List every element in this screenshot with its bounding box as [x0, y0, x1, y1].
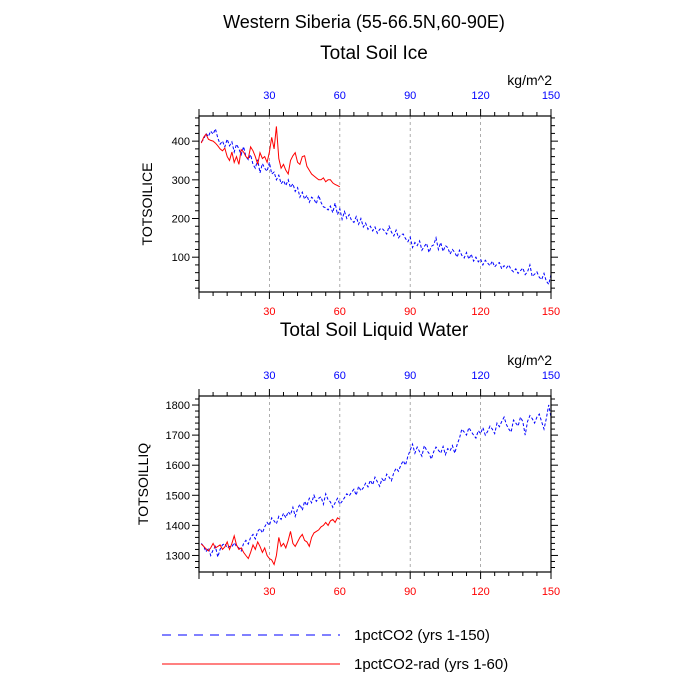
y-tick-label: 1300 — [166, 550, 190, 562]
x-tick-label-bottom: 90 — [404, 586, 416, 598]
series-line-1pctco2 — [200, 127, 552, 286]
legend-entry: 1pctCO2-rad (yrs 1-60) — [162, 656, 508, 673]
y-tick-label: 200 — [172, 214, 190, 226]
y-tick-label: 1600 — [166, 460, 190, 472]
x-tick-label-top: 120 — [471, 370, 489, 382]
legend: 1pctCO2 (yrs 1-150) 1pctCO2-rad (yrs 1-6… — [162, 627, 508, 673]
figure-suptitle: Western Siberia (55-66.5N,60-90E) — [223, 12, 505, 32]
y-tick-label: 300 — [172, 175, 190, 187]
series-line-1pctco2-rad — [200, 517, 341, 566]
x-tick-label-top: 90 — [404, 90, 416, 102]
x-tick-label-top: 60 — [334, 90, 346, 102]
x-tick-label-top: 90 — [404, 370, 416, 382]
series-line-1pctco2-rad — [200, 126, 341, 188]
x-tick-label-bottom: 150 — [542, 306, 560, 318]
units-label: kg/m^2 — [507, 352, 552, 368]
y-tick-label: 1800 — [166, 400, 190, 412]
x-tick-label-bottom: 30 — [263, 586, 275, 598]
x-tick-label-bottom: 150 — [542, 586, 560, 598]
y-tick-label: 1700 — [166, 430, 190, 442]
x-tick-label-bottom: 60 — [334, 586, 346, 598]
x-tick-label-bottom: 120 — [471, 306, 489, 318]
x-tick-label-bottom: 90 — [404, 306, 416, 318]
x-tick-label-bottom: 120 — [471, 586, 489, 598]
units-label: kg/m^2 — [507, 72, 552, 88]
x-tick-label-top: 60 — [334, 370, 346, 382]
axes-frame — [198, 115, 552, 293]
x-tick-label-top: 150 — [542, 370, 560, 382]
x-tick-label-top: 120 — [471, 90, 489, 102]
x-tick-label-bottom: 60 — [334, 306, 346, 318]
legend-label: 1pctCO2-rad (yrs 1-60) — [354, 656, 508, 673]
y-tick-label: 400 — [172, 136, 190, 148]
plot-area: 1300 1400 1500 1600 1700 1800 30 60 90 120 150 30 60… — [166, 370, 561, 598]
y-tick-label: 1500 — [166, 490, 190, 502]
x-tick-label-top: 30 — [263, 370, 275, 382]
chart-total-soil-ice: Total Soil Ice kg/m^2 TOTSOILICE 100 200 3… — [139, 43, 560, 318]
plot-area: 100 200 300 400 30 60 90 120 150 30 60 90 120 150 — [172, 90, 561, 318]
chart-title: Total Soil Ice — [320, 43, 428, 64]
y-tick-label: 100 — [172, 252, 190, 264]
y-axis-label: TOTSOILLIQ — [135, 443, 151, 525]
y-axis-label: TOTSOILICE — [139, 163, 155, 246]
chart-total-soil-liquid-water: Total Soil Liquid Water kg/m^2 TOTSOILLI… — [135, 320, 560, 598]
chart-title: Total Soil Liquid Water — [280, 320, 469, 341]
x-tick-label-top: 30 — [263, 90, 275, 102]
legend-label: 1pctCO2 (yrs 1-150) — [354, 627, 490, 644]
x-tick-label-bottom: 30 — [263, 306, 275, 318]
y-tick-label: 1400 — [166, 520, 190, 532]
axes-frame — [198, 395, 552, 573]
legend-entry: 1pctCO2 (yrs 1-150) — [162, 627, 490, 644]
series-line-1pctco2 — [200, 404, 552, 559]
x-tick-label-top: 150 — [542, 90, 560, 102]
